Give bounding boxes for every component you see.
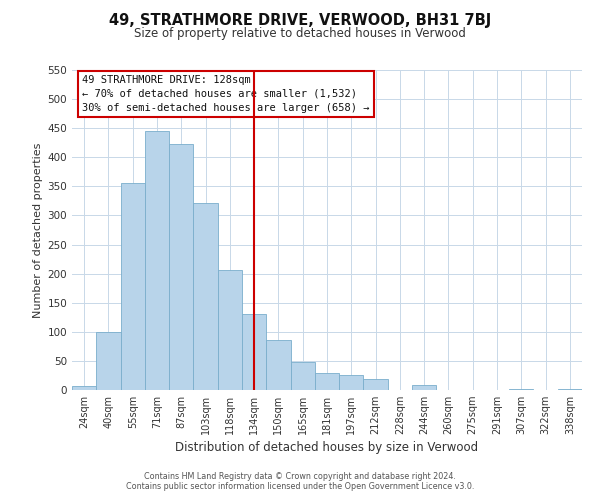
Bar — [169, 144, 193, 390]
Bar — [145, 131, 169, 390]
Text: 49, STRATHMORE DRIVE, VERWOOD, BH31 7BJ: 49, STRATHMORE DRIVE, VERWOOD, BH31 7BJ — [109, 12, 491, 28]
X-axis label: Distribution of detached houses by size in Verwood: Distribution of detached houses by size … — [175, 442, 479, 454]
Bar — [121, 184, 145, 390]
Bar — [558, 389, 582, 390]
Bar — [193, 202, 218, 390]
Bar — [266, 340, 290, 390]
Y-axis label: Number of detached properties: Number of detached properties — [33, 142, 43, 318]
Bar — [96, 332, 121, 390]
Text: Size of property relative to detached houses in Verwood: Size of property relative to detached ho… — [134, 28, 466, 40]
Bar — [242, 314, 266, 390]
Bar — [290, 362, 315, 390]
Bar — [218, 270, 242, 390]
Bar — [364, 379, 388, 390]
Bar — [315, 373, 339, 390]
Bar — [72, 386, 96, 390]
Text: 49 STRATHMORE DRIVE: 128sqm
← 70% of detached houses are smaller (1,532)
30% of : 49 STRATHMORE DRIVE: 128sqm ← 70% of det… — [82, 75, 370, 113]
Text: Contains HM Land Registry data © Crown copyright and database right 2024.: Contains HM Land Registry data © Crown c… — [144, 472, 456, 481]
Bar — [339, 376, 364, 390]
Bar — [509, 389, 533, 390]
Text: Contains public sector information licensed under the Open Government Licence v3: Contains public sector information licen… — [126, 482, 474, 491]
Bar — [412, 385, 436, 390]
